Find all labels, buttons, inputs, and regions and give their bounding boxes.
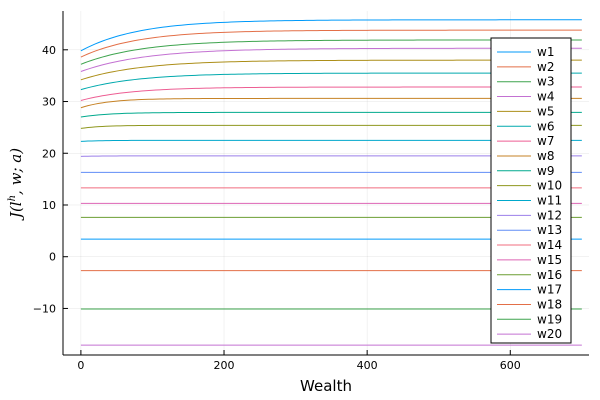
y-tick-label: 0 <box>49 251 56 264</box>
x-tick-label: 400 <box>357 359 378 372</box>
legend-box <box>490 37 572 344</box>
y-tick-label: 20 <box>42 147 56 160</box>
legend-label-w12: w12 <box>537 208 562 222</box>
y-axis-title: J(lh, w; a) <box>7 148 25 221</box>
legend-label-w15: w15 <box>537 253 562 267</box>
legend-label-w5: w5 <box>537 104 554 118</box>
x-tick-label: 200 <box>214 359 235 372</box>
legend-label-w19: w19 <box>537 312 562 326</box>
legend-label-w10: w10 <box>537 179 562 193</box>
legend-label-w7: w7 <box>537 134 554 148</box>
y-tick-label: −10 <box>33 302 56 315</box>
legend-label-w18: w18 <box>537 297 562 311</box>
x-tick-label: 0 <box>77 359 84 372</box>
axes <box>62 11 589 356</box>
y-tick-label: 40 <box>42 44 56 57</box>
legend-label-w17: w17 <box>537 283 562 297</box>
legend-label-w8: w8 <box>537 149 554 163</box>
series-line-w2 <box>80 29 582 58</box>
legend-label-w2: w2 <box>537 60 554 74</box>
legend-label-w9: w9 <box>537 164 554 178</box>
legend-label-w1: w1 <box>537 45 554 59</box>
legend-label-w20: w20 <box>537 327 562 341</box>
tick-labels: 0 200 400 600 −10 0 10 20 30 40 <box>33 44 521 372</box>
legend-label-w3: w3 <box>537 75 554 89</box>
y-tick-label: 30 <box>42 96 56 109</box>
legend-label-w6: w6 <box>537 119 554 133</box>
y-tick-label: 10 <box>42 199 56 212</box>
legend-label-w14: w14 <box>537 238 562 252</box>
x-tick-label: 600 <box>500 359 521 372</box>
legend-label-w13: w13 <box>537 223 562 237</box>
legend: w1w2w3w4w5w6w7w8w9w10w11w12w13w14w15w16w… <box>490 37 572 344</box>
legend-label-w16: w16 <box>537 268 562 282</box>
x-axis-title: Wealth <box>300 377 352 395</box>
series-line-w1 <box>80 19 582 52</box>
legend-label-w4: w4 <box>537 90 554 104</box>
legend-label-w11: w11 <box>537 194 562 208</box>
